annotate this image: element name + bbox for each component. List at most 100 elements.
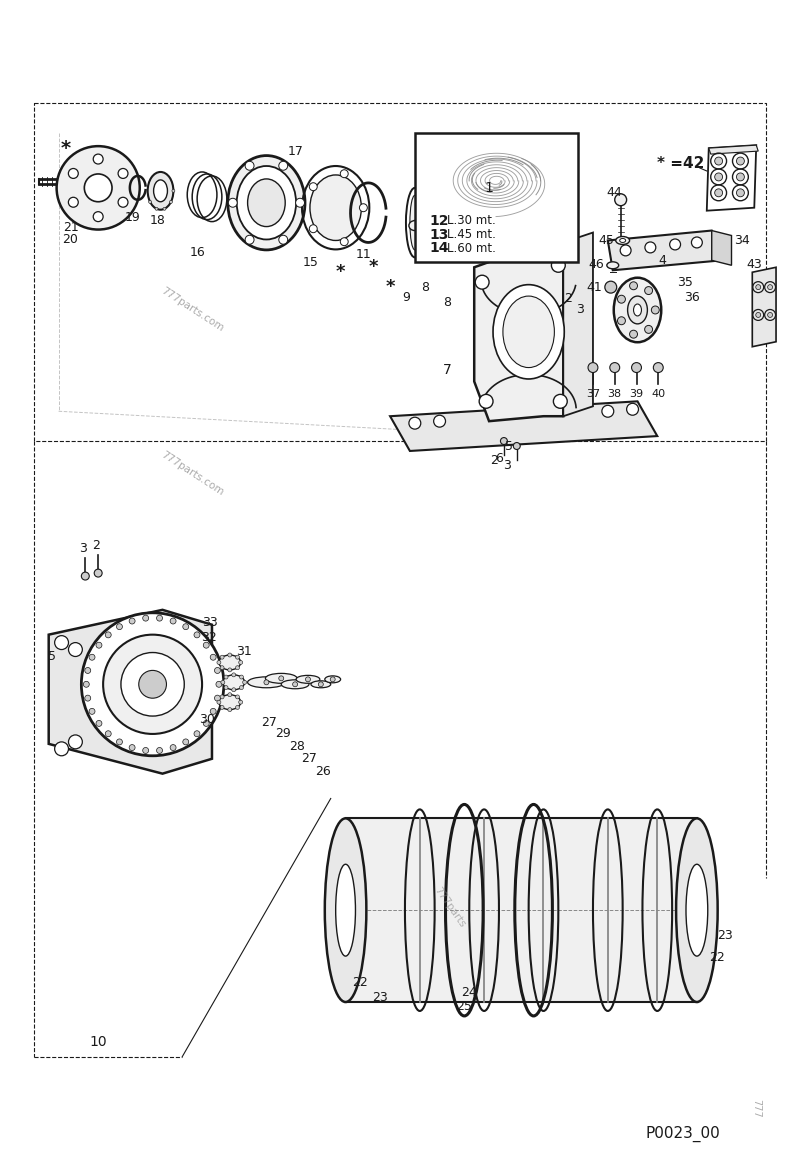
- Polygon shape: [346, 818, 697, 1002]
- Circle shape: [82, 572, 90, 580]
- Circle shape: [68, 197, 78, 207]
- Text: 20: 20: [62, 233, 78, 246]
- Text: L.60 mt.: L.60 mt.: [446, 241, 495, 255]
- Circle shape: [182, 738, 189, 745]
- Ellipse shape: [325, 818, 366, 1002]
- Text: 9: 9: [402, 291, 410, 304]
- Circle shape: [245, 236, 254, 244]
- Circle shape: [737, 173, 744, 180]
- Circle shape: [610, 362, 620, 373]
- Circle shape: [94, 570, 102, 577]
- Ellipse shape: [237, 166, 296, 239]
- Circle shape: [756, 313, 761, 318]
- Circle shape: [239, 675, 243, 679]
- Ellipse shape: [266, 674, 297, 683]
- Circle shape: [228, 708, 232, 711]
- Circle shape: [514, 443, 520, 450]
- Ellipse shape: [154, 180, 167, 202]
- Ellipse shape: [325, 676, 341, 683]
- Circle shape: [630, 331, 638, 339]
- Circle shape: [194, 731, 200, 737]
- Circle shape: [224, 675, 228, 679]
- Circle shape: [54, 742, 69, 756]
- Ellipse shape: [620, 238, 626, 243]
- Circle shape: [475, 275, 489, 289]
- Ellipse shape: [686, 864, 708, 956]
- Circle shape: [293, 682, 298, 687]
- Ellipse shape: [454, 196, 463, 250]
- Circle shape: [340, 170, 348, 178]
- Circle shape: [651, 306, 659, 314]
- Circle shape: [220, 655, 224, 659]
- Circle shape: [691, 237, 702, 248]
- Circle shape: [214, 695, 221, 701]
- Circle shape: [306, 677, 310, 682]
- Circle shape: [94, 154, 103, 164]
- Circle shape: [245, 162, 254, 170]
- Circle shape: [220, 695, 224, 699]
- Polygon shape: [752, 267, 776, 347]
- Ellipse shape: [282, 680, 309, 689]
- Text: 8: 8: [421, 280, 429, 294]
- Polygon shape: [390, 401, 658, 451]
- Text: 4: 4: [658, 254, 666, 267]
- Circle shape: [618, 295, 626, 304]
- Text: 36: 36: [684, 291, 700, 304]
- Circle shape: [479, 394, 493, 408]
- Circle shape: [149, 200, 151, 204]
- Circle shape: [224, 686, 228, 689]
- Text: 38: 38: [608, 389, 622, 400]
- Ellipse shape: [248, 179, 286, 226]
- Ellipse shape: [223, 675, 245, 690]
- Text: 22: 22: [709, 950, 725, 963]
- Circle shape: [409, 417, 421, 429]
- Circle shape: [214, 668, 221, 674]
- Polygon shape: [712, 231, 731, 265]
- Polygon shape: [706, 145, 756, 211]
- Circle shape: [228, 668, 232, 672]
- Polygon shape: [608, 231, 722, 271]
- Text: 41: 41: [586, 280, 602, 294]
- Circle shape: [238, 700, 242, 704]
- Circle shape: [278, 236, 288, 244]
- Ellipse shape: [614, 278, 662, 342]
- Circle shape: [614, 193, 626, 206]
- Ellipse shape: [475, 196, 485, 250]
- Circle shape: [163, 207, 166, 210]
- Ellipse shape: [148, 172, 174, 210]
- Text: 34: 34: [734, 234, 750, 247]
- Circle shape: [170, 744, 176, 750]
- Circle shape: [630, 281, 638, 289]
- Circle shape: [121, 653, 184, 716]
- Text: 26: 26: [315, 765, 330, 778]
- Circle shape: [106, 731, 111, 737]
- Text: 2: 2: [490, 455, 498, 468]
- Text: *: *: [369, 258, 378, 277]
- Circle shape: [142, 615, 149, 621]
- Ellipse shape: [219, 655, 241, 670]
- Text: 22: 22: [353, 975, 368, 989]
- Ellipse shape: [310, 175, 362, 240]
- Text: 16: 16: [190, 246, 205, 259]
- Circle shape: [434, 415, 446, 427]
- Circle shape: [238, 661, 242, 665]
- Circle shape: [645, 326, 653, 333]
- Circle shape: [768, 313, 773, 318]
- Text: 29: 29: [275, 728, 291, 741]
- Circle shape: [118, 197, 128, 207]
- Circle shape: [117, 738, 122, 745]
- Text: 33: 33: [202, 616, 218, 629]
- Text: 5: 5: [48, 650, 56, 663]
- Circle shape: [714, 173, 722, 180]
- Circle shape: [155, 207, 158, 210]
- Circle shape: [278, 162, 288, 170]
- Polygon shape: [49, 609, 212, 774]
- Circle shape: [220, 666, 224, 669]
- Polygon shape: [415, 203, 546, 231]
- Text: 3: 3: [79, 541, 87, 554]
- Circle shape: [96, 721, 102, 727]
- Circle shape: [645, 241, 656, 253]
- Text: 43: 43: [746, 258, 762, 271]
- Circle shape: [69, 735, 82, 749]
- Text: * =42: * =42: [658, 156, 705, 171]
